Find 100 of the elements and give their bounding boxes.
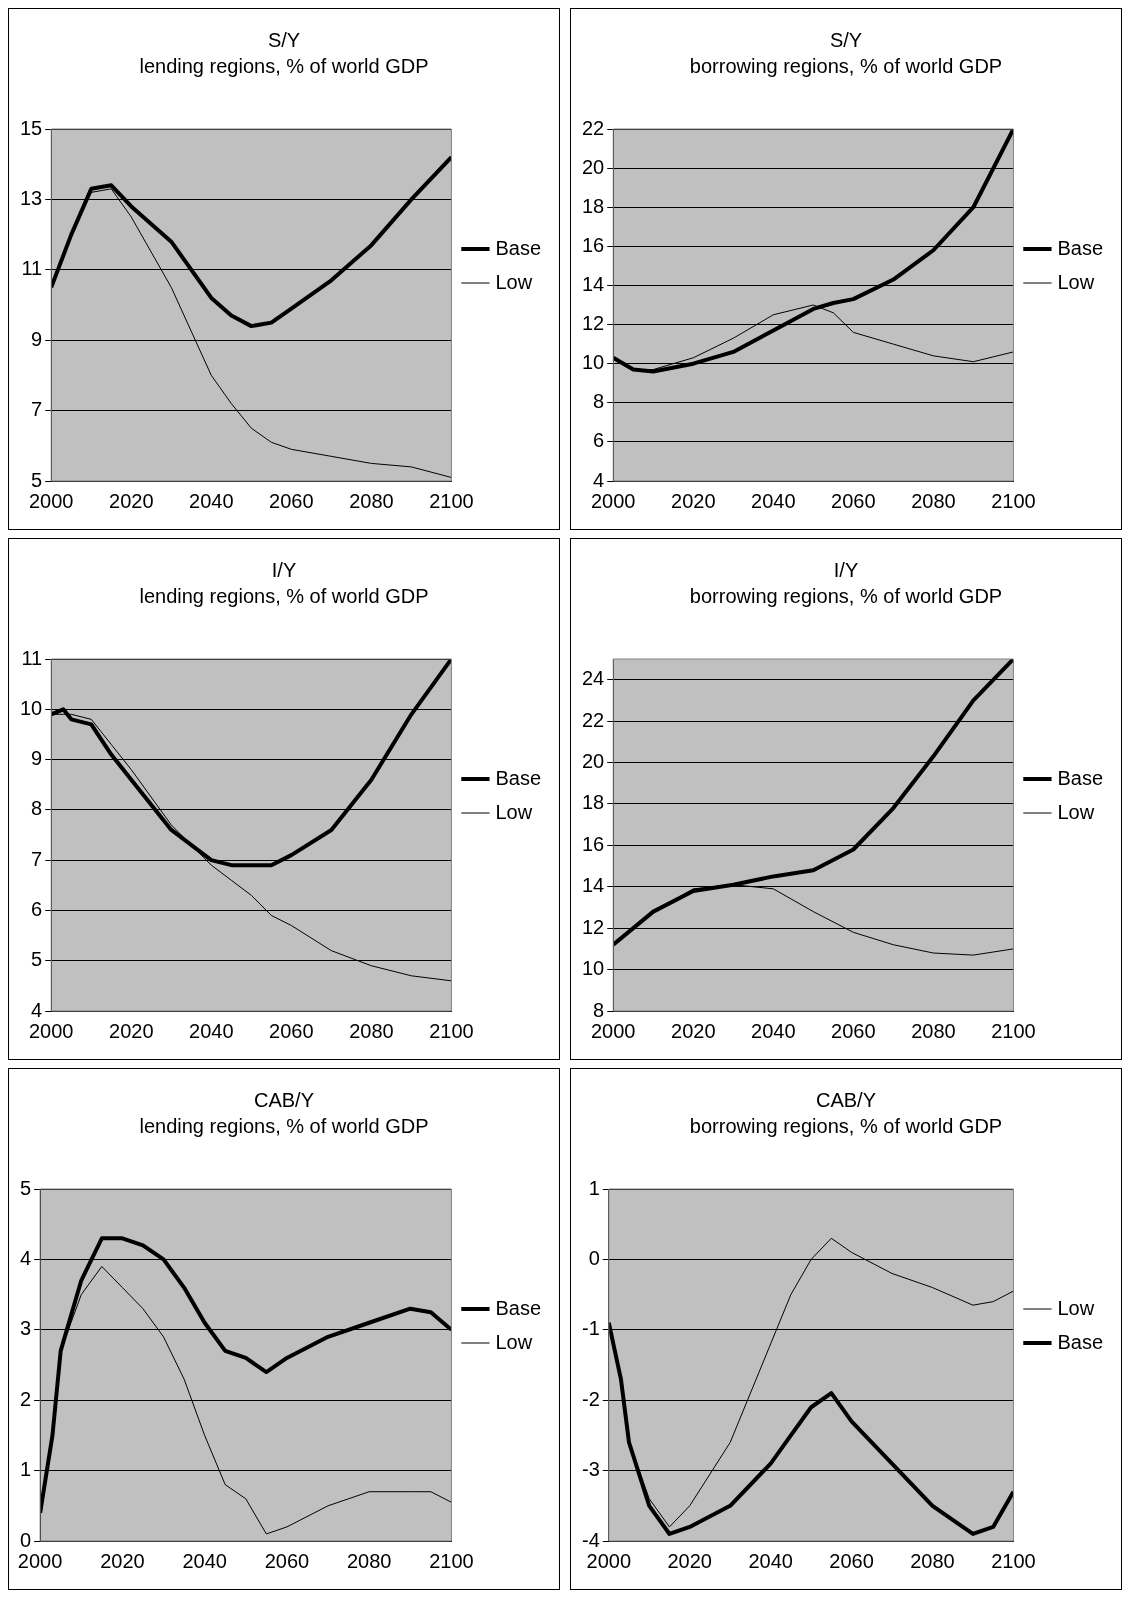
y-tick-label: 8 — [31, 797, 43, 820]
x-tick-label: 2040 — [182, 1549, 227, 1572]
chart-title: CAB/Y — [253, 1088, 315, 1111]
legend-label: Base — [1057, 1330, 1104, 1353]
legend-label: Low — [495, 1330, 533, 1353]
x-tick-label: 2060 — [829, 1549, 874, 1572]
legend-label: Low — [1057, 800, 1095, 823]
chart-subtitle: borrowing regions, % of world GDP — [689, 54, 1003, 77]
x-tick-label: 2060 — [831, 489, 876, 512]
chart-title: I/Y — [271, 558, 297, 581]
x-tick-label: 2100 — [429, 489, 474, 512]
y-tick-label: 8 — [593, 998, 605, 1021]
y-tick-label: 6 — [593, 429, 605, 452]
chart-subtitle: borrowing regions, % of world GDP — [689, 1114, 1003, 1137]
y-tick-label: 24 — [582, 667, 605, 690]
x-tick-label: 2000 — [586, 1549, 632, 1572]
chart-title: I/Y — [833, 558, 859, 581]
y-tick-label: 0 — [20, 1528, 32, 1551]
y-tick-label: 22 — [582, 708, 605, 731]
y-tick-label: 14 — [582, 874, 605, 897]
y-tick-label: 1 — [20, 1458, 32, 1481]
chart-subtitle: lending regions, % of world GDP — [139, 1114, 429, 1137]
x-tick-label: 2060 — [831, 1019, 876, 1042]
x-tick-label: 2100 — [429, 1019, 474, 1042]
y-tick-label: -2 — [581, 1387, 600, 1410]
x-tick-label: 2100 — [991, 1019, 1036, 1042]
chart-subtitle: lending regions, % of world GDP — [139, 584, 429, 607]
chart-subtitle: lending regions, % of world GDP — [139, 54, 429, 77]
x-tick-label: 2080 — [911, 489, 956, 512]
y-tick-label: 10 — [20, 696, 43, 719]
y-tick-label: 4 — [593, 468, 605, 491]
y-tick-label: 5 — [31, 468, 43, 491]
x-tick-label: 2100 — [991, 489, 1036, 512]
y-tick-label: 9 — [31, 327, 43, 350]
y-tick-label: 5 — [20, 1176, 32, 1199]
chart-title: S/Y — [829, 28, 863, 51]
y-tick-label: 1 — [588, 1176, 600, 1199]
x-tick-label: 2000 — [17, 1549, 63, 1572]
y-tick-label: 8 — [593, 390, 605, 413]
x-tick-label: 2020 — [109, 1019, 154, 1042]
legend-label: Low — [1057, 270, 1095, 293]
x-tick-label: 2000 — [591, 1019, 636, 1042]
legend-label: Low — [495, 800, 533, 823]
y-tick-label: 18 — [582, 194, 605, 217]
x-tick-label: 2040 — [189, 489, 234, 512]
x-tick-label: 2040 — [751, 1019, 796, 1042]
y-tick-label: 15 — [20, 116, 43, 139]
x-tick-label: 2080 — [349, 489, 394, 512]
x-tick-label: 2000 — [591, 489, 636, 512]
y-tick-label: -1 — [581, 1317, 600, 1340]
y-tick-label: 10 — [582, 351, 605, 374]
y-tick-label: 5 — [31, 948, 43, 971]
y-tick-label: 20 — [582, 155, 605, 178]
x-tick-label: 2100 — [991, 1549, 1036, 1572]
y-tick-label: 10 — [582, 957, 605, 980]
y-tick-label: 18 — [582, 791, 605, 814]
y-tick-label: 14 — [582, 272, 605, 295]
y-tick-label: 0 — [588, 1246, 600, 1269]
x-tick-label: 2040 — [751, 489, 796, 512]
x-tick-label: 2040 — [748, 1549, 793, 1572]
x-tick-label: 2060 — [264, 1549, 310, 1572]
x-tick-label: 2080 — [349, 1019, 394, 1042]
y-tick-label: 16 — [582, 233, 605, 256]
x-tick-label: 2020 — [109, 489, 154, 512]
x-tick-label: 2100 — [429, 1549, 474, 1572]
y-tick-label: 7 — [31, 398, 43, 421]
y-tick-label: 11 — [21, 646, 43, 669]
x-tick-label: 2080 — [346, 1549, 392, 1572]
y-tick-label: 12 — [582, 915, 605, 938]
legend-label: Low — [1057, 1296, 1095, 1319]
x-tick-label: 2080 — [911, 1019, 956, 1042]
x-tick-label: 2060 — [269, 489, 314, 512]
y-tick-label: 11 — [21, 257, 43, 280]
x-tick-label: 2020 — [667, 1549, 712, 1572]
legend-label: Base — [495, 1296, 542, 1319]
y-tick-label: 3 — [20, 1317, 32, 1340]
legend-label: Base — [495, 766, 542, 789]
y-tick-label: 4 — [20, 1246, 32, 1269]
legend-label: Base — [1057, 236, 1104, 259]
x-tick-label: 2020 — [671, 1019, 716, 1042]
y-tick-label: 16 — [582, 832, 605, 855]
y-tick-label: 6 — [31, 897, 43, 920]
x-tick-label: 2020 — [671, 489, 716, 512]
x-tick-label: 2040 — [189, 1019, 234, 1042]
y-tick-label: -3 — [581, 1458, 600, 1481]
legend-label: Low — [495, 270, 533, 293]
x-tick-label: 2000 — [29, 1019, 74, 1042]
chart-title: CAB/Y — [815, 1088, 877, 1111]
y-tick-label: 4 — [31, 998, 43, 1021]
x-tick-label: 2080 — [910, 1549, 955, 1572]
chart-subtitle: borrowing regions, % of world GDP — [689, 584, 1003, 607]
x-tick-label: 2020 — [100, 1549, 145, 1572]
legend-label: Base — [495, 236, 542, 259]
x-tick-label: 2000 — [29, 489, 74, 512]
y-tick-label: 9 — [31, 747, 43, 770]
y-tick-label: 12 — [582, 312, 605, 335]
y-tick-label: 13 — [20, 186, 43, 209]
legend-label: Base — [1057, 766, 1104, 789]
y-tick-label: 20 — [582, 750, 605, 773]
y-tick-label: -4 — [581, 1528, 600, 1551]
